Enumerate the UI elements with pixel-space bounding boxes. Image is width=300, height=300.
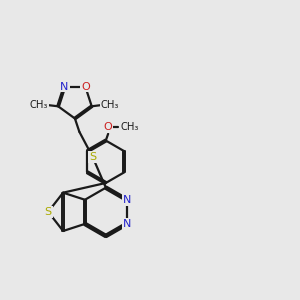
Text: S: S — [45, 207, 52, 217]
Text: O: O — [81, 82, 90, 92]
Text: CH₃: CH₃ — [30, 100, 48, 110]
Text: CH₃: CH₃ — [101, 100, 119, 110]
Text: O: O — [104, 122, 112, 132]
Text: N: N — [123, 195, 131, 205]
Text: N: N — [60, 82, 69, 92]
Text: N: N — [123, 219, 131, 229]
Text: CH₃: CH₃ — [120, 122, 139, 132]
Text: S: S — [89, 152, 96, 162]
